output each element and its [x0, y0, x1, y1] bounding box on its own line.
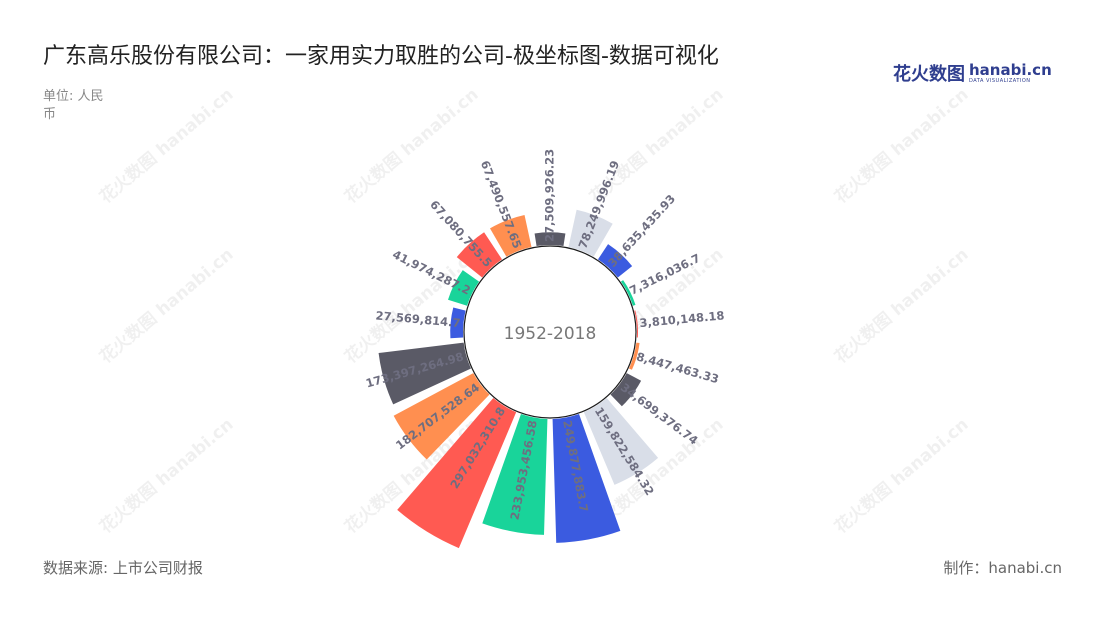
polar-bar [393, 373, 490, 460]
unit-label: 单位: 人民币 [43, 89, 104, 122]
polar-bar [552, 414, 621, 543]
bar-value-label: 3,810,148.18 [639, 308, 725, 330]
bar-value-label: 27,509,926.23 [543, 149, 557, 242]
polar-bar [583, 397, 659, 485]
polar-bar [534, 232, 566, 247]
polar-bar [597, 244, 633, 278]
polar-bar [378, 342, 472, 405]
logo-sub-text: DATA VISUALIZATION [969, 77, 1031, 84]
brand-logo: 花火数图 hanabi.cn DATA VISUALIZATION [893, 60, 1052, 86]
polar-bar [568, 209, 613, 257]
bar-value-label: 8,447,463.33 [635, 349, 721, 386]
logo-cn-text: 花火数图 [893, 64, 965, 85]
polar-bar [628, 342, 640, 370]
bar-value-label: 7,316,036.7 [627, 251, 702, 298]
polar-bar [450, 307, 466, 339]
bar-value-label: 38,635,435.93 [605, 192, 678, 270]
polar-bar [620, 280, 636, 306]
maker-credit: 制作：hanabi.cn [943, 559, 1062, 577]
polar-bar [448, 270, 480, 306]
polar-bar [456, 232, 503, 278]
polar-bar [397, 397, 517, 549]
polar-bar [489, 214, 532, 257]
data-source: 数据来源: 上市公司财报 [43, 559, 203, 577]
center-circle [463, 245, 637, 419]
logo-en-text: hanabi.cn [969, 60, 1052, 79]
polar-bar [482, 414, 548, 535]
polar-bar [610, 373, 642, 407]
chart-title: 广东高乐股份有限公司：一家用实力取胜的公司-极坐标图-数据可视化 [43, 44, 719, 69]
center-label: 1952-2018 [504, 324, 597, 344]
logo-en-block: hanabi.cn DATA VISUALIZATION [969, 60, 1052, 84]
bar-value-label: 27,569,814.7 [375, 308, 461, 330]
polar-bar [634, 310, 638, 338]
